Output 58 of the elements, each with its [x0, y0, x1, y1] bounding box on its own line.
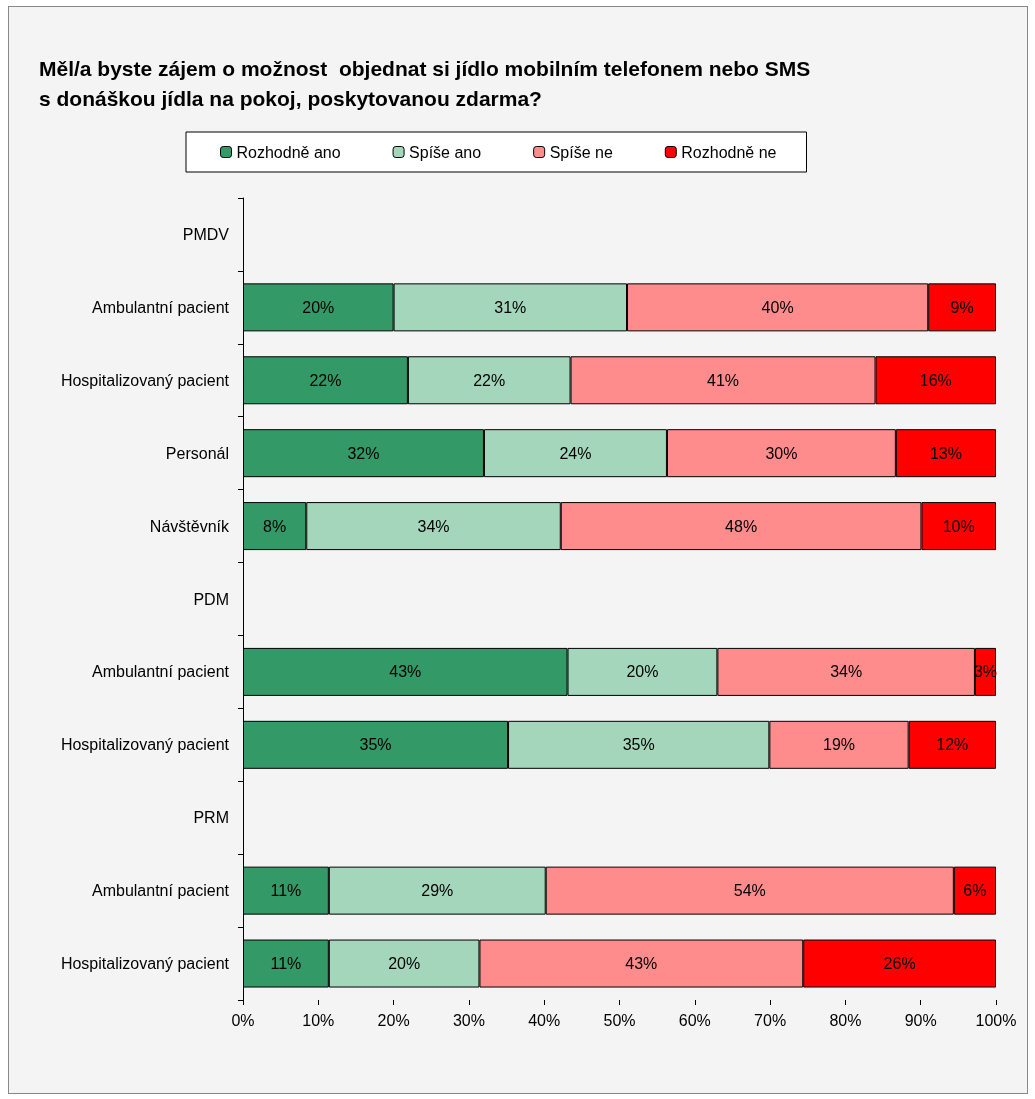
data-label: 35% — [359, 736, 392, 754]
data-label: 31% — [494, 298, 527, 316]
data-label: 10% — [942, 517, 975, 535]
x-tick-label: 60% — [678, 1011, 711, 1029]
y-tick-label: PRM — [193, 809, 229, 827]
x-tick-label: 20% — [377, 1011, 410, 1029]
data-label: 13% — [929, 444, 962, 462]
data-label: 48% — [725, 517, 758, 535]
legend-label: Rozhodně ano — [236, 143, 341, 161]
y-tick-label: Hospitalizovaný pacient — [60, 371, 230, 389]
data-label: 9% — [950, 298, 974, 316]
y-tick-label: Hospitalizovaný pacient — [60, 736, 230, 754]
x-tick-label: 0% — [231, 1011, 255, 1029]
data-label: 19% — [822, 736, 856, 754]
data-label: 29% — [421, 882, 454, 900]
data-label: 22% — [473, 371, 506, 389]
x-tick-label: 10% — [302, 1011, 335, 1029]
data-label: 22% — [309, 371, 342, 389]
y-tick-label: Personál — [165, 444, 229, 462]
data-label: 6% — [963, 882, 987, 900]
x-tick-label: 70% — [754, 1011, 787, 1029]
data-label: 30% — [765, 444, 798, 462]
x-tick-label: 50% — [603, 1011, 636, 1029]
legend-label: Spíše ne — [549, 143, 613, 161]
y-tick-label: Ambulantní pacient — [92, 298, 230, 316]
data-label: 20% — [388, 955, 421, 973]
data-label: 11% — [270, 882, 302, 900]
x-tick-label: 40% — [528, 1011, 561, 1029]
data-label: 43% — [625, 955, 658, 973]
data-label: 20% — [626, 663, 659, 681]
data-label: 12% — [936, 736, 969, 754]
data-label: 11% — [270, 955, 302, 973]
data-label: 54% — [733, 882, 766, 900]
x-tick-label: 30% — [452, 1011, 485, 1029]
y-tick-label: Ambulantní pacient — [92, 663, 230, 681]
legend-label: Spíše ano — [409, 143, 482, 161]
chart-title: Měl/a byste zájem o možnost objednat si jídlo mobilním telefonem nebo SMS s donáškou jídla na pokoj, poskytovanou zdarma? — [39, 56, 811, 110]
data-label: 40% — [761, 298, 794, 316]
y-tick-label: PMDV — [182, 225, 230, 243]
y-tick-label: Ambulantní pacient — [92, 882, 230, 900]
legend-label: Rozhodně ne — [681, 143, 777, 161]
data-label: 26% — [883, 955, 916, 973]
y-tick-label: PDM — [193, 590, 229, 608]
y-tick-label: Návštěvník — [149, 517, 230, 535]
data-label: 32% — [347, 444, 380, 462]
data-label: 16% — [919, 371, 952, 389]
data-label: 34% — [417, 517, 450, 535]
data-label: 35% — [622, 736, 655, 754]
x-tick-label: 80% — [829, 1011, 862, 1029]
x-tick-label: 90% — [904, 1011, 937, 1029]
data-label: 20% — [302, 298, 335, 316]
data-label: 41% — [707, 371, 740, 389]
data-label: 34% — [830, 663, 863, 681]
data-label: 24% — [559, 444, 592, 462]
data-label: 43% — [389, 663, 422, 681]
data-label: 8% — [263, 517, 287, 535]
x-tick-label: 100% — [975, 1011, 1017, 1029]
y-tick-label: Hospitalizovaný pacient — [60, 955, 230, 973]
